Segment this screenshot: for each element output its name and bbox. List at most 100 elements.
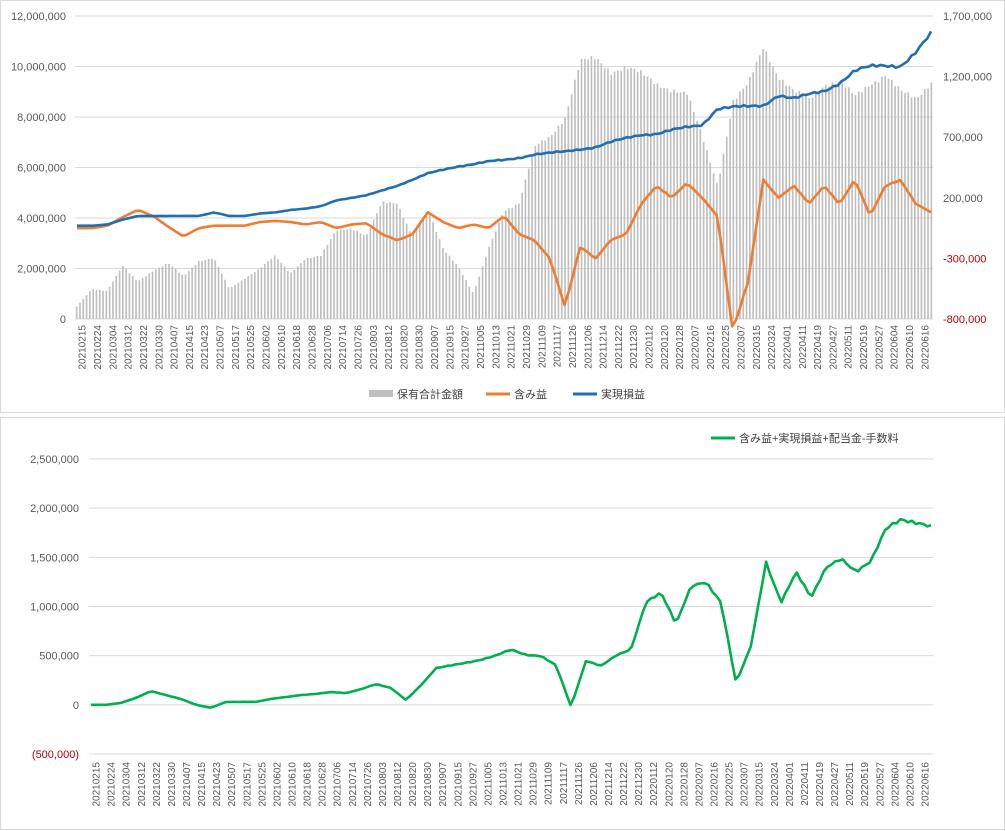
x-tick-label: 20220112: [645, 325, 656, 369]
holdings-bar: [527, 168, 530, 319]
holdings-bar: [306, 257, 309, 319]
holdings-bar: [445, 252, 448, 319]
holdings-bar: [603, 68, 606, 319]
holdings-bar: [478, 276, 481, 319]
holdings-bar: [709, 162, 712, 319]
x-tick-label: 20220610: [905, 325, 916, 370]
holdings-bar: [181, 274, 184, 319]
holdings-bar: [907, 92, 910, 319]
y-left-tick-label: 2,000,000: [17, 264, 66, 276]
y-tick-label: 0: [73, 700, 79, 712]
x-tick-label: 20210224: [93, 325, 104, 370]
holdings-bar: [544, 140, 547, 319]
holdings-bar: [155, 269, 157, 319]
holdings-bar: [610, 74, 613, 320]
y-tick-label: 1,500,000: [30, 552, 79, 564]
holdings-bar: [752, 72, 754, 320]
holdings-bar: [795, 92, 797, 319]
holdings-bar: [798, 91, 801, 319]
x-tick-label: 20211222: [619, 762, 630, 806]
holdings-bar: [564, 117, 566, 319]
holdings-bar: [164, 264, 167, 319]
x-tick-label: 20211117: [559, 762, 570, 805]
holdings-bar: [584, 59, 586, 319]
holdings-bar: [815, 91, 817, 319]
x-tick-label: 20210714: [338, 325, 349, 370]
x-tick-label: 20210224: [107, 762, 118, 807]
holdings-bar: [735, 98, 738, 319]
x-tick-label: 20220610: [905, 762, 916, 807]
holdings-bar: [593, 59, 596, 319]
holdings-bar: [904, 92, 906, 320]
holdings-bar: [567, 106, 570, 319]
holdings-bar: [636, 72, 639, 320]
holdings-bar: [409, 231, 411, 319]
x-tick-label: 20210312: [137, 762, 148, 807]
x-tick-label: 20210706: [333, 762, 344, 807]
holdings-bar: [488, 246, 490, 319]
x-tick-label: 20220511: [845, 762, 856, 806]
holdings-bar: [689, 100, 692, 319]
holdings-bar: [745, 85, 748, 319]
holdings-bar: [207, 258, 210, 319]
holdings-bar: [699, 128, 702, 319]
x-tick-label: 20220128: [679, 762, 690, 807]
x-tick-label: 20210215: [78, 325, 89, 370]
holdings-bar: [910, 97, 913, 319]
holdings-bar: [270, 258, 273, 319]
holdings-bar: [897, 86, 900, 320]
x-tick-label: 20210304: [108, 325, 119, 370]
x-tick-label: 20211117: [553, 325, 564, 368]
holdings-bar: [118, 270, 121, 319]
holdings-bar: [339, 229, 342, 319]
holdings-bar: [844, 87, 847, 319]
x-tick-label: 20211109: [544, 762, 555, 805]
holdings-bar: [600, 63, 603, 319]
holdings-bar: [534, 145, 537, 319]
holdings-bar: [194, 264, 197, 319]
x-tick-label: 20211214: [599, 325, 610, 369]
holdings-bar: [818, 91, 820, 319]
holdings-bar: [402, 217, 405, 319]
holdings-bar: [419, 223, 421, 319]
holdings-bar: [659, 87, 662, 319]
holdings-bar: [725, 136, 728, 319]
holdings-bar: [85, 295, 88, 319]
x-tick-label: 20210820: [399, 325, 410, 370]
x-tick-label: 20210927: [468, 762, 479, 807]
holdings-bar: [475, 286, 477, 319]
x-tick-label: 20211230: [634, 762, 645, 806]
holdings-bar: [894, 86, 896, 319]
holdings-bar: [633, 68, 636, 319]
holdings-bar: [623, 66, 626, 319]
holdings-bar: [679, 92, 682, 320]
x-tick-label: 20220419: [813, 325, 824, 370]
x-tick-label: 20210803: [378, 762, 389, 807]
holdings-bar: [386, 203, 388, 319]
x-tick-label: 20220401: [782, 325, 793, 370]
holdings-bar: [240, 280, 243, 319]
x-tick-label: 20220112: [649, 762, 660, 806]
holdings-bar: [656, 83, 659, 319]
holdings-bar: [461, 274, 464, 319]
x-tick-label: 20210812: [393, 762, 404, 807]
holdings-bar: [310, 257, 312, 319]
holdings-bar: [524, 179, 527, 319]
holdings-bar: [551, 135, 553, 319]
holdings-bar: [428, 215, 431, 319]
holdings-bar: [290, 272, 292, 319]
holdings-bar: [785, 85, 787, 319]
realized-line: [76, 30, 933, 228]
holdings-bar: [758, 55, 761, 320]
holdings-bar: [356, 230, 358, 319]
x-tick-label: 20211013: [498, 762, 509, 806]
top-chart-panel: 0 2,000,000 4,000,000 6,000,000 8,000,000 10,…: [0, 0, 1005, 413]
holdings-bar: [749, 76, 751, 320]
x-tick-label: 20210618: [303, 762, 314, 807]
holdings-bar: [597, 59, 599, 320]
holdings-bar: [92, 289, 94, 319]
holdings-bar: [211, 258, 213, 319]
x-tick-label: 20220519: [859, 325, 870, 370]
holdings-bar: [382, 201, 385, 319]
y-tick-label: 2,500,000: [30, 454, 79, 466]
